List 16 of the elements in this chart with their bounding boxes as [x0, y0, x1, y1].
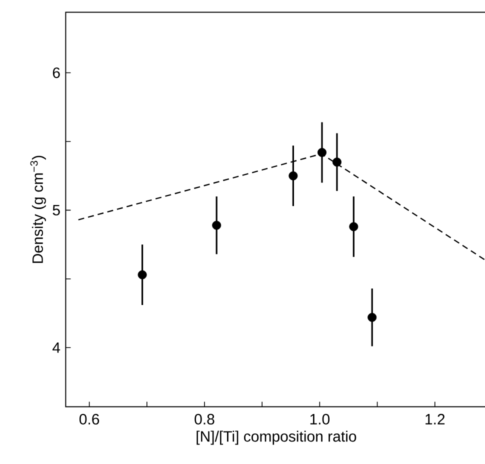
point: [368, 312, 377, 322]
x-tick-label: 1.0: [310, 414, 330, 425]
x-tick-label: 0.8: [194, 414, 214, 425]
point: [332, 158, 342, 167]
x-axis-title: [N]/[Ti] composition ratio: [196, 430, 356, 445]
point: [317, 148, 326, 157]
y-axis-title: Density (g cm$^{−3}$): [30, 156, 46, 263]
point: [288, 171, 298, 180]
point: [212, 220, 222, 230]
point: [349, 222, 358, 232]
y-tick-label: 6: [52, 67, 60, 78]
y-tick-label: 4: [52, 342, 60, 353]
x-tick-label: 0.6: [79, 414, 100, 425]
point: [138, 270, 147, 280]
x-tick-label: 1.2: [426, 414, 445, 424]
y-tick-label: 5: [52, 204, 60, 216]
